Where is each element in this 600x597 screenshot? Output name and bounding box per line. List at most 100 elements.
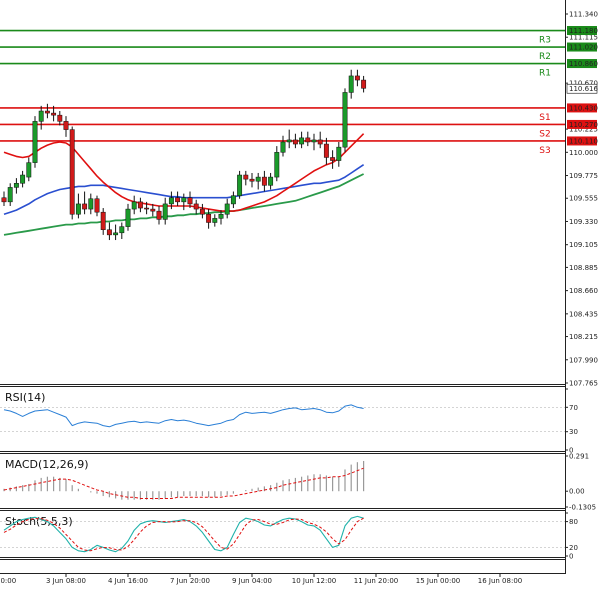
candle-body-up [125,208,131,227]
candle [175,191,181,206]
stoch-tick-label: 0 [569,553,573,561]
candle [137,197,143,213]
price-tick-label: 110.670 [569,80,598,88]
candle-body-up [168,197,174,205]
candle [75,193,81,219]
candle [299,131,305,149]
level-tag-r2 [567,42,597,52]
current-price-label: 110.616 [569,85,598,93]
level-tag-s2 [567,119,597,129]
candle-body-up [88,198,94,210]
candle-body-down [94,198,100,213]
rsi-line [3,404,364,428]
level-name-s2: S2 [539,129,550,139]
candle-body-up [75,203,81,215]
candle-body-down [44,110,50,114]
current-price-tag [566,83,598,94]
candle [156,205,162,225]
price-tick-label: 109.555 [569,195,598,203]
macd-panel: 0.291 0.00 -0.1305 MACD(12,26,9) [3,453,596,512]
price-tick-label: 109.775 [569,172,598,180]
candle-body-down [330,157,336,161]
rsi-tick-label: 30 [569,428,578,436]
stoch-k-line [3,515,364,553]
panel-frames [0,0,566,574]
candle [268,172,274,190]
price-tick-label: 107.765 [569,380,598,388]
candle [199,203,205,219]
candle-body-down [63,121,69,130]
level-tag-label-r1: 110.860 [569,60,598,68]
candle [131,195,137,215]
candle-body-up [255,176,261,182]
candle-body-down [361,79,367,89]
candle-body-down [106,229,112,236]
candle-body-down [199,208,205,215]
level-tag-s3 [567,136,597,146]
level-tag-label-s3: 110.110 [569,137,598,145]
time-tick-label: 7 Jun 20:00 [170,577,210,585]
candle-body-up [162,203,168,220]
candle [1,191,7,206]
candle-body-down [57,114,63,122]
candle-body-up [7,187,13,203]
price-tick-label: 108.435 [569,310,598,318]
candle [336,141,342,167]
candle-body-up [224,203,230,215]
candle-body-up [26,162,32,178]
price-tick-label: 110.225 [569,126,598,134]
candle-body-down [137,201,143,209]
candle [88,193,94,215]
candle [342,88,348,153]
stoch-tick-label: 80 [569,518,578,526]
rsi-title: RSI(14) [5,391,45,404]
candle [311,133,317,151]
candle [292,133,298,149]
time-tick-label: 15 Jun 00:00 [416,577,460,585]
candle [63,116,69,137]
candle [274,146,280,182]
candle [13,178,19,194]
macd-tick-label: -0.1305 [569,504,596,512]
price-tick-label: 109.105 [569,241,598,249]
price-tick-label: 111.115 [569,34,598,42]
rsi-tick-label: 0 [569,447,573,455]
time-tick-label: 10 Jun 12:00 [292,577,336,585]
candle-body-down [175,197,181,203]
candle [51,105,57,122]
candle [286,129,292,149]
candle [255,172,261,190]
candle [305,131,311,147]
candle [168,191,174,210]
candle [94,195,100,217]
candle-body-up [119,226,125,234]
level-tag-label-s2: 110.270 [569,121,598,129]
candle [206,209,212,229]
candle [82,191,88,215]
level-tag-r1 [567,59,597,69]
ma-green-line [3,173,365,236]
time-axis: 00:00 3 Jun 08:00 4 Jun 16:00 7 Jun 20:00 9 … [0,573,522,585]
candle [100,208,106,235]
price-tick-label: 108.215 [569,333,598,341]
candle-body-down [206,213,212,223]
candle-body-up [336,146,342,161]
candle [32,116,38,168]
candle-body-down [82,203,88,210]
candle [150,203,156,217]
macd-title: MACD(12,26,9) [5,458,89,471]
candle [224,198,230,219]
candle-body-up [131,201,137,210]
candle [243,170,249,186]
price-tick-label: 108.885 [569,264,598,272]
candle [230,191,236,209]
candle-body-up [237,174,243,196]
candle-body-up [280,141,286,153]
candle [119,222,125,240]
candle-body-up [32,121,38,163]
candle [7,183,13,206]
candle-body-up [13,183,19,188]
price-tick-label: 111.340 [569,11,598,19]
candle-body-down [1,197,7,203]
